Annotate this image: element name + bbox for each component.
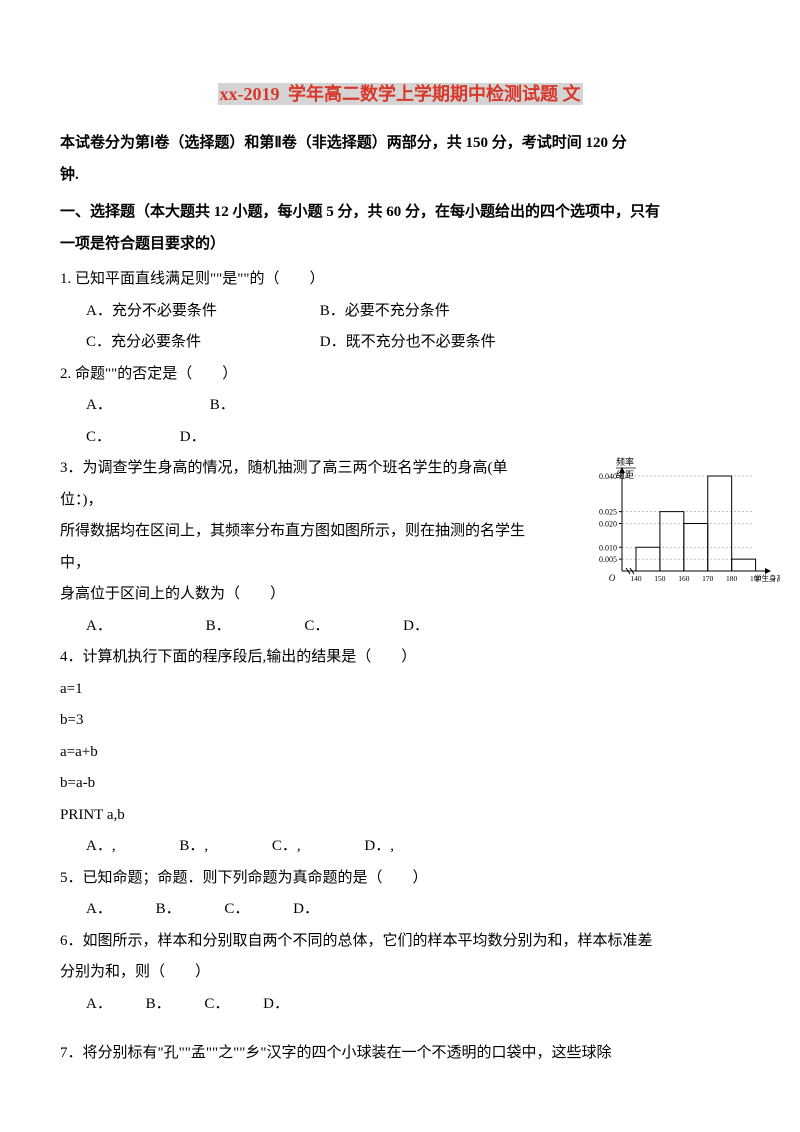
q3-options: A． B． C． D．: [60, 611, 566, 643]
q4-opt-d: D．,: [364, 831, 394, 863]
q4-code: a=1b=3a=a+bb=a-bPRINT a,b: [60, 674, 740, 832]
q1-opt-d: D．既不充分也不必要条件: [320, 327, 550, 359]
code-line: a=1: [60, 674, 740, 706]
q6-opt-a: A．: [86, 989, 112, 1021]
q4-opt-a: A．,: [86, 831, 116, 863]
q1-opt-a: A．充分不必要条件: [86, 296, 316, 328]
svg-text:0.040: 0.040: [599, 472, 617, 481]
svg-text:170: 170: [702, 574, 714, 583]
svg-text:0.020: 0.020: [599, 520, 617, 529]
q6-line2: 分别为和，则（ ）: [60, 964, 210, 980]
q1-opt-b: B．必要不充分条件: [320, 296, 550, 328]
q1-options: A．充分不必要条件 B．必要不充分条件 C．充分必要条件 D．既不充分也不必要条…: [60, 296, 740, 359]
svg-text:0.025: 0.025: [599, 508, 617, 517]
q6-opt-b: B．: [146, 989, 171, 1021]
q4-opt-c: C．,: [272, 831, 301, 863]
question-7: 7．将分别标有"孔""孟""之""乡"汉字的四个小球装在一个不透明的口袋中，这些…: [60, 1038, 740, 1070]
question-1: 1. 已知平面直线满足则""是""的（ ）: [60, 264, 740, 296]
q3-opt-a: A．: [86, 611, 112, 643]
svg-text:0.005: 0.005: [599, 555, 617, 564]
question-4: 4．计算机执行下面的程序段后,输出的结果是（ ）: [60, 642, 740, 674]
q2-opt-b: B．: [210, 390, 235, 422]
q2-options: A． B． C． D．: [60, 390, 740, 453]
section1-line2: 一项是符合题目要求的）: [60, 236, 225, 252]
q6-line1: 6．如图所示，样本和分别取自两个不同的总体，它们的样本平均数分别为和，样本标准差: [60, 933, 653, 949]
svg-text:0.010: 0.010: [599, 543, 617, 552]
q6-opt-c: C．: [204, 989, 229, 1021]
q2-text: 2. 命题""的否定是（ ）: [60, 366, 237, 382]
q5-text: 5．已知命题；命题．则下列命题为真命题的是（ ）: [60, 870, 428, 886]
section1-line1: 一、选择题（本大题共 12 小题，每小题 5 分，共 60 分，在每小题给出的四…: [60, 204, 660, 220]
question-2: 2. 命题""的否定是（ ）: [60, 359, 740, 391]
q2-opt-d: D．: [180, 422, 206, 454]
q5-opt-a: A．: [86, 894, 112, 926]
svg-text:150: 150: [654, 574, 666, 583]
q4-opt-b: B．,: [179, 831, 208, 863]
svg-text:O: O: [609, 573, 616, 583]
section-1-head: 一、选择题（本大题共 12 小题，每小题 5 分，共 60 分，在每小题给出的四…: [60, 197, 740, 260]
q5-opt-d: D．: [293, 894, 319, 926]
question-3: 3．为调查学生身高的情况，随机抽测了高三两个班名学生的身高(单位：)， 所得数据…: [60, 453, 540, 611]
q7-text: 7．将分别标有"孔""孟""之""乡"汉字的四个小球装在一个不透明的口袋中，这些…: [60, 1045, 612, 1061]
code-line: a=a+b: [60, 737, 740, 769]
q6-options: A． B． C． D．: [60, 989, 740, 1021]
q3-opt-d: D．: [403, 611, 429, 643]
q1-opt-c: C．充分必要条件: [86, 327, 316, 359]
q3-line3: 身高位于区间上的人数为（ ）: [60, 586, 285, 602]
intro-line2: 钟.: [60, 167, 79, 183]
q3-line2: 所得数据均在区间上，其频率分布直方图如图所示，则在抽测的名学生中，: [60, 523, 525, 571]
title-rest: 学年高二数学上学期期中检测试题 文: [282, 83, 583, 105]
histogram-chart: 频率组距0.040 0.025 0.020 0.010 0.005 140 150 160 17…: [580, 453, 780, 593]
page-title: xx-2019 学年高二数学上学期期中检测试题 文: [60, 80, 740, 106]
q5-options: A． B． C． D．: [60, 894, 740, 926]
svg-text:学生身高/cm: 学生身高/cm: [754, 573, 780, 583]
q2-opt-c: C．: [86, 422, 176, 454]
q5-opt-b: B．: [156, 894, 181, 926]
q4-text: 4．计算机执行下面的程序段后,输出的结果是（ ）: [60, 649, 416, 665]
q1-text: 1. 已知平面直线满足则""是""的（ ）: [60, 271, 325, 287]
code-line: b=a-b: [60, 768, 740, 800]
svg-text:180: 180: [726, 574, 738, 583]
q2-opt-a: A．: [86, 390, 206, 422]
q6-opt-d: D．: [263, 989, 289, 1021]
q3-opt-b: B．: [206, 611, 231, 643]
question-5: 5．已知命题；命题．则下列命题为真命题的是（ ）: [60, 863, 740, 895]
q3-opt-c: C．: [304, 611, 329, 643]
svg-text:频率: 频率: [616, 456, 634, 467]
svg-text:160: 160: [678, 574, 690, 583]
code-line: b=3: [60, 705, 740, 737]
q4-options: A．, B．, C．, D．,: [60, 831, 740, 863]
q3-line1: 3．为调查学生身高的情况，随机抽测了高三两个班名学生的身高(单位：)，: [60, 460, 508, 508]
code-line: PRINT a,b: [60, 800, 740, 832]
svg-text:组距: 组距: [616, 469, 634, 480]
intro: 本试卷分为第Ⅰ卷（选择题）和第Ⅱ卷（非选择题）两部分，共 150 分，考试时间 …: [60, 128, 740, 191]
question-3-wrap: 3．为调查学生身高的情况，随机抽测了高三两个班名学生的身高(单位：)， 所得数据…: [60, 453, 740, 642]
intro-line1: 本试卷分为第Ⅰ卷（选择题）和第Ⅱ卷（非选择题）两部分，共 150 分，考试时间 …: [60, 135, 627, 151]
q5-opt-c: C．: [224, 894, 249, 926]
svg-text:140: 140: [630, 574, 642, 583]
question-6: 6．如图所示，样本和分别取自两个不同的总体，它们的样本平均数分别为和，样本标准差…: [60, 926, 740, 989]
title-prefix: xx-2019: [218, 83, 282, 105]
